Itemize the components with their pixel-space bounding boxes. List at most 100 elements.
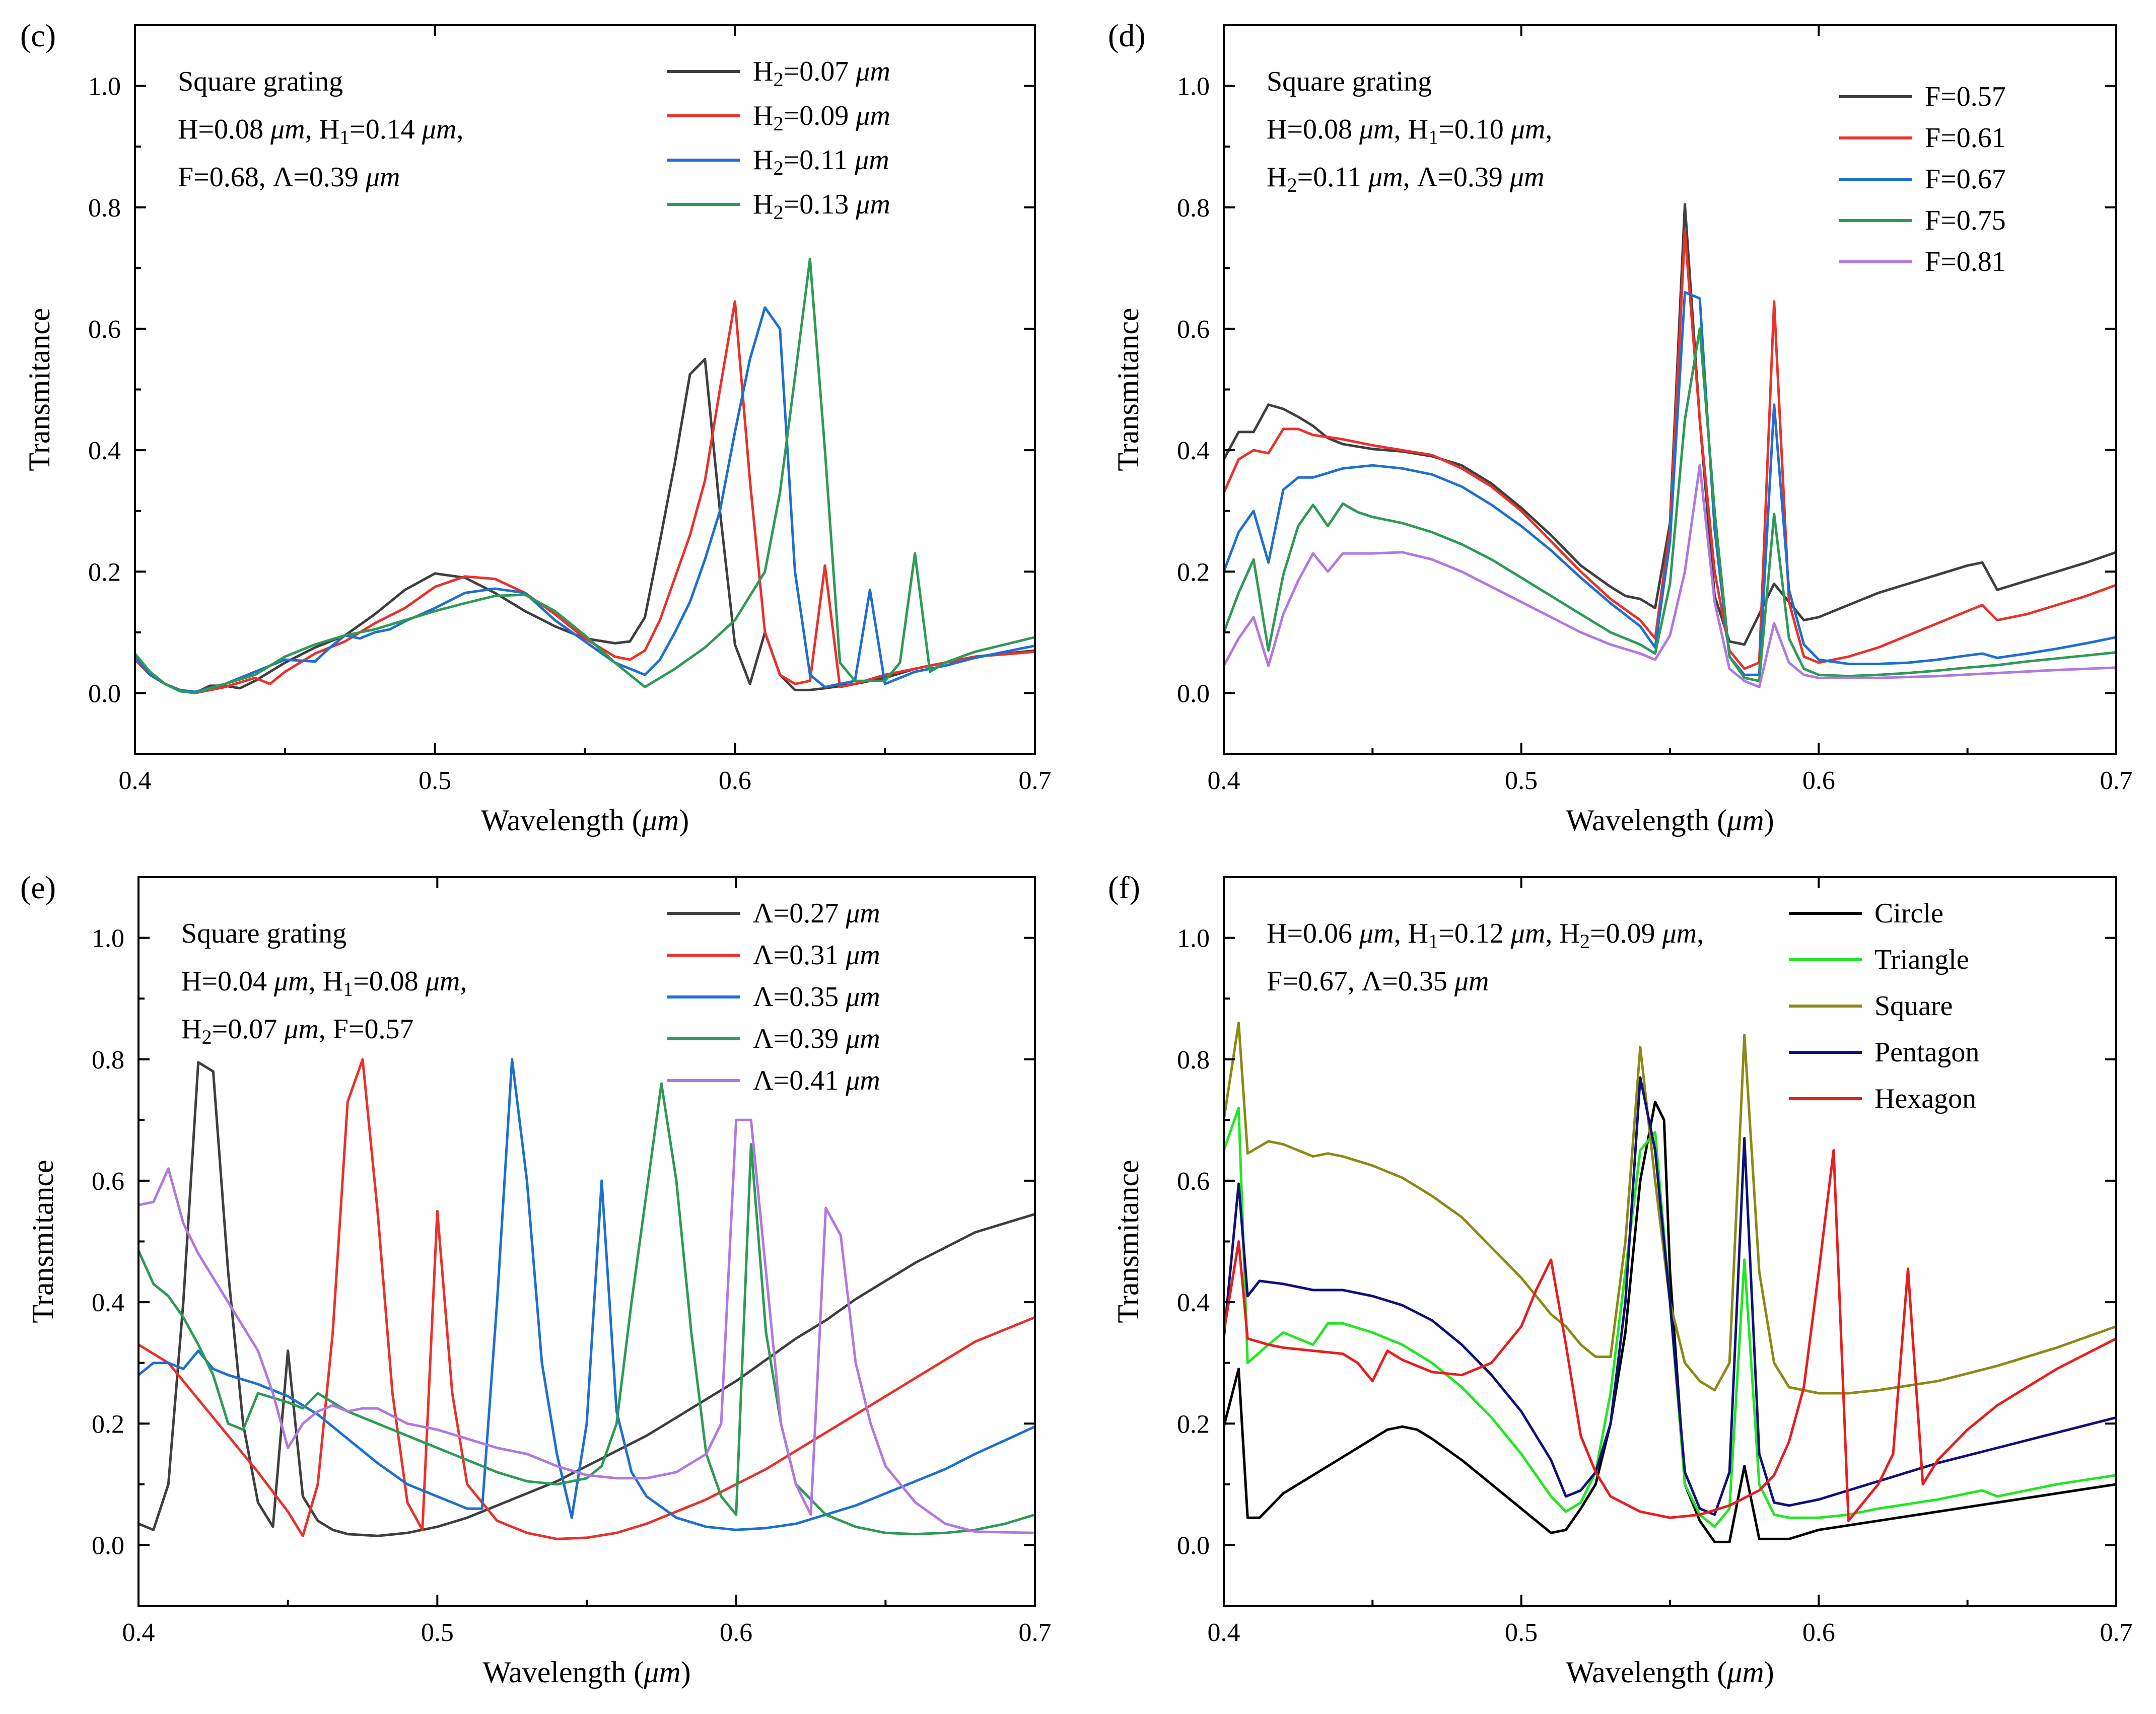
chart-panel-d: (d) 0.4 0.5 0.6 0.7 0.0 0.2 0.4 0.6 0.8 1.0 Wavelen… (1108, 18, 2133, 837)
x-tick-label: 0.4 (1208, 1618, 1240, 1647)
x-axis-title: Wavelength (μm) (1566, 804, 1774, 837)
legend-item: F=0.61 (1839, 122, 2006, 154)
x-tick-label: 0.5 (1505, 1618, 1538, 1647)
y-tick-label: 0.8 (1177, 194, 1210, 223)
legend-item: H2=0.07 μm (667, 56, 890, 91)
y-tick-label: 0.4 (1177, 437, 1210, 465)
x-axis-title: Wavelength (μm) (482, 1656, 690, 1689)
y-tick-label: 1.0 (1177, 924, 1210, 953)
legend-item: Λ=0.31 μm (667, 940, 880, 971)
annotation-line: Square grating (178, 66, 343, 97)
x-tick-label: 0.4 (1208, 766, 1240, 795)
y-tick-label: 1.0 (88, 73, 121, 101)
panel-letter: (d) (1108, 18, 1146, 53)
legend-item: H2=0.11 μm (667, 145, 889, 179)
legend-item: F=0.67 (1839, 164, 2006, 195)
annotation-line: Square grating (181, 918, 346, 949)
series-line-2 (1224, 291, 2116, 676)
x-tick-label: 0.5 (1505, 766, 1538, 795)
x-tick-label: 0.6 (720, 1618, 752, 1647)
legend-label: Square (1874, 990, 1953, 1022)
y-tick-label: 0.2 (1177, 558, 1210, 587)
y-tick-label: 0.4 (92, 1289, 124, 1317)
y-tick-label: 0.8 (88, 194, 121, 223)
y-tick-label: 1.0 (92, 924, 124, 953)
series-line-2 (138, 1058, 1035, 1531)
y-tick-label: 0.0 (88, 679, 121, 708)
series-line-1 (1224, 230, 2116, 670)
annotation-line: H2=0.11 μm, Λ=0.39 μm (1267, 162, 1544, 196)
x-axis-title: Wavelength (μm) (481, 804, 689, 837)
y-tick-label: 0.2 (92, 1410, 124, 1439)
y-tick-label: 0.6 (92, 1167, 124, 1196)
legend-item: Triangle (1789, 944, 1969, 975)
x-tick-label: 0.6 (1802, 766, 1835, 795)
y-tick-label: 0.2 (1177, 1410, 1210, 1439)
legend-item: H2=0.13 μm (667, 189, 890, 224)
legend-label: Hexagon (1874, 1083, 1976, 1114)
legend-label: Pentagon (1874, 1037, 1979, 1068)
y-tick-label: 0.2 (88, 558, 121, 587)
legend-label: F=0.75 (1925, 205, 2006, 236)
annotation-line: H=0.04 μm, H1=0.08 μm, (181, 966, 467, 1001)
legend-item: Λ=0.27 μm (667, 898, 880, 929)
y-tick-label: 1.0 (1177, 73, 1210, 101)
annotation-line: F=0.68, Λ=0.39 μm (178, 162, 400, 193)
y-axis-title: Transmitance (1111, 308, 1145, 471)
series-line-4 (1224, 1149, 2116, 1522)
series-line-4 (1224, 464, 2116, 688)
y-axis-title: Transmitance (1111, 1160, 1145, 1323)
legend-label: H2=0.11 μm (753, 145, 889, 179)
legend-item: Λ=0.39 μm (667, 1023, 880, 1054)
annotation-line: H2=0.07 μm, F=0.57 (181, 1014, 414, 1048)
annotation-line: F=0.67, Λ=0.35 μm (1267, 966, 1489, 997)
series-line-3 (1224, 1076, 2116, 1516)
series-line-0 (1224, 1100, 2116, 1543)
series-line-1 (135, 300, 1035, 694)
series-line-4 (138, 1118, 1035, 1534)
legend-item: F=0.57 (1839, 81, 2006, 112)
series-line-0 (135, 358, 1035, 694)
legend-label: Λ=0.39 μm (753, 1023, 880, 1054)
series-group (1224, 1021, 2116, 1543)
legend-label: Circle (1874, 898, 1943, 929)
y-tick-label: 0.6 (88, 315, 121, 344)
panel-letter: (c) (20, 18, 56, 53)
y-tick-label: 0.0 (92, 1531, 124, 1560)
chart-panel-f: (f) 0.4 0.5 0.6 0.7 0.0 0.2 0.4 0.6 0.8 1.0 Wavelen… (1108, 870, 2133, 1689)
legend-label: H2=0.07 μm (753, 56, 890, 91)
y-tick-label: 0.8 (92, 1046, 124, 1075)
annotation-line: H=0.08 μm, H1=0.14 μm, (178, 114, 463, 149)
legend-item: Hexagon (1789, 1083, 1976, 1114)
x-tick-label: 0.7 (2100, 1618, 2133, 1647)
x-tick-label: 0.4 (122, 1618, 155, 1647)
legend-label: F=0.57 (1925, 81, 2006, 112)
legend-item: Square (1789, 990, 1953, 1022)
legend-label: F=0.67 (1925, 164, 2006, 195)
y-tick-label: 0.0 (1177, 679, 1210, 708)
y-tick-label: 0.8 (1177, 1046, 1210, 1075)
y-tick-label: 0.6 (1177, 315, 1210, 344)
x-tick-label: 0.5 (421, 1618, 454, 1647)
x-tick-label: 0.4 (119, 766, 152, 795)
x-axis-title: Wavelength (μm) (1566, 1656, 1774, 1689)
legend-item: H2=0.09 μm (667, 100, 890, 135)
x-tick-label: 0.5 (419, 766, 451, 795)
series-line-0 (138, 1061, 1035, 1537)
annotation-line: H=0.06 μm, H1=0.12 μm, H2=0.09 μm, (1267, 918, 1704, 953)
x-tick-label: 0.7 (1019, 766, 1052, 795)
legend-item: Circle (1789, 898, 1943, 929)
legend-label: F=0.61 (1925, 122, 2006, 154)
legend-label: H2=0.13 μm (753, 189, 890, 224)
legend-label: H2=0.09 μm (753, 100, 890, 135)
legend-label: Λ=0.27 μm (753, 898, 880, 929)
legend-label: F=0.81 (1925, 246, 2006, 277)
series-line-3 (135, 257, 1035, 694)
x-tick-label: 0.7 (2100, 766, 2133, 795)
legend-item: F=0.81 (1839, 246, 2006, 277)
legend-item: Pentagon (1789, 1037, 1979, 1068)
legend-label: Λ=0.35 μm (753, 981, 880, 1013)
y-axis-title: Transmitance (23, 308, 56, 471)
panel-letter: (f) (1108, 870, 1140, 905)
